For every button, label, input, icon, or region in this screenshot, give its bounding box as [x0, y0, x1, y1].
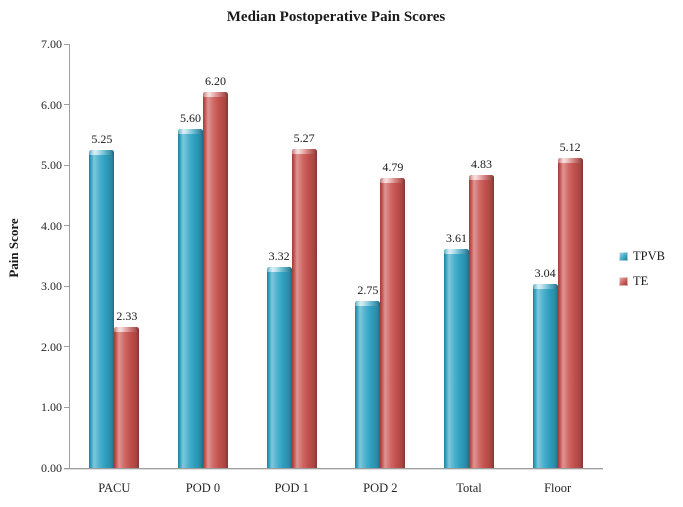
- bar-value-label: 5.25: [91, 132, 113, 146]
- bar-value-label: 2.75: [357, 283, 379, 298]
- y-axis-tick: [64, 467, 69, 469]
- bar-value-label: 6.20: [205, 74, 226, 89]
- bar-value-label: 2.33: [116, 308, 138, 323]
- y-axis-tick: [64, 285, 69, 287]
- bar-value-label: 4.83: [471, 157, 492, 172]
- legend-label: TPVB: [633, 249, 665, 263]
- bar-tpvb-pacu: [89, 150, 115, 468]
- bar-te-pod1: [291, 148, 317, 468]
- legend-item-tpvb: TPVB: [619, 250, 665, 263]
- y-tick-label: 0.00: [41, 461, 62, 475]
- bar-te-pod2: [380, 177, 406, 468]
- bar-te-pacu: [114, 326, 140, 468]
- bar-te-total: [469, 175, 494, 468]
- y-axis-line: [69, 44, 70, 468]
- x-category-label: Floor: [544, 481, 572, 495]
- x-category-label: PACU: [98, 481, 131, 495]
- chart-title: Median Postoperative Pain Scores: [226, 9, 446, 25]
- bar-tpvb-pod1: [266, 266, 292, 468]
- bar-value-label: 4.79: [382, 159, 404, 174]
- x-category-label: POD 0: [185, 481, 221, 495]
- bar-value-label: 3.32: [268, 248, 290, 263]
- x-category-label: POD 2: [363, 481, 398, 495]
- bar-value-label: 5.12: [559, 139, 581, 154]
- bar-value-label: 5.60: [180, 110, 201, 125]
- y-tick-label: 4.00: [41, 218, 62, 233]
- x-axis-line: [64, 468, 603, 469]
- bar-tpvb-pod2: [355, 301, 381, 468]
- legend-marker-tpvb-icon: [619, 252, 628, 261]
- bar-tpvb-pod0: [178, 128, 203, 468]
- y-tick-label: 7.00: [41, 37, 62, 51]
- bar-value-label: 3.04: [534, 265, 556, 280]
- legend-label: TE: [633, 274, 649, 288]
- y-tick-label: 6.00: [41, 97, 62, 112]
- bar-value-label: 3.61: [446, 231, 467, 246]
- y-axis-tick: [64, 43, 69, 45]
- x-category-label: POD 1: [274, 481, 309, 495]
- y-axis-tick: [64, 104, 69, 106]
- legend: TPVB TE: [619, 250, 665, 288]
- bar-te-floor: [557, 157, 583, 468]
- legend-marker-te-icon: [619, 277, 628, 286]
- y-tick-label: 1.00: [41, 400, 62, 415]
- bar-value-label: 5.27: [293, 130, 315, 145]
- bar-tpvb-total: [444, 249, 469, 468]
- y-axis-tick: [64, 164, 69, 166]
- y-axis-tick: [64, 225, 69, 227]
- y-tick-label: 2.00: [41, 339, 62, 354]
- y-tick-label: 5.00: [41, 158, 62, 173]
- y-axis-tick: [64, 406, 69, 408]
- legend-item-te: TE: [619, 275, 665, 288]
- bar-te-pod0: [203, 92, 228, 468]
- x-category-label: Total: [456, 481, 482, 495]
- y-tick-label: 3.00: [41, 279, 62, 294]
- y-axis-tick: [64, 346, 69, 348]
- bar-tpvb-floor: [532, 283, 558, 468]
